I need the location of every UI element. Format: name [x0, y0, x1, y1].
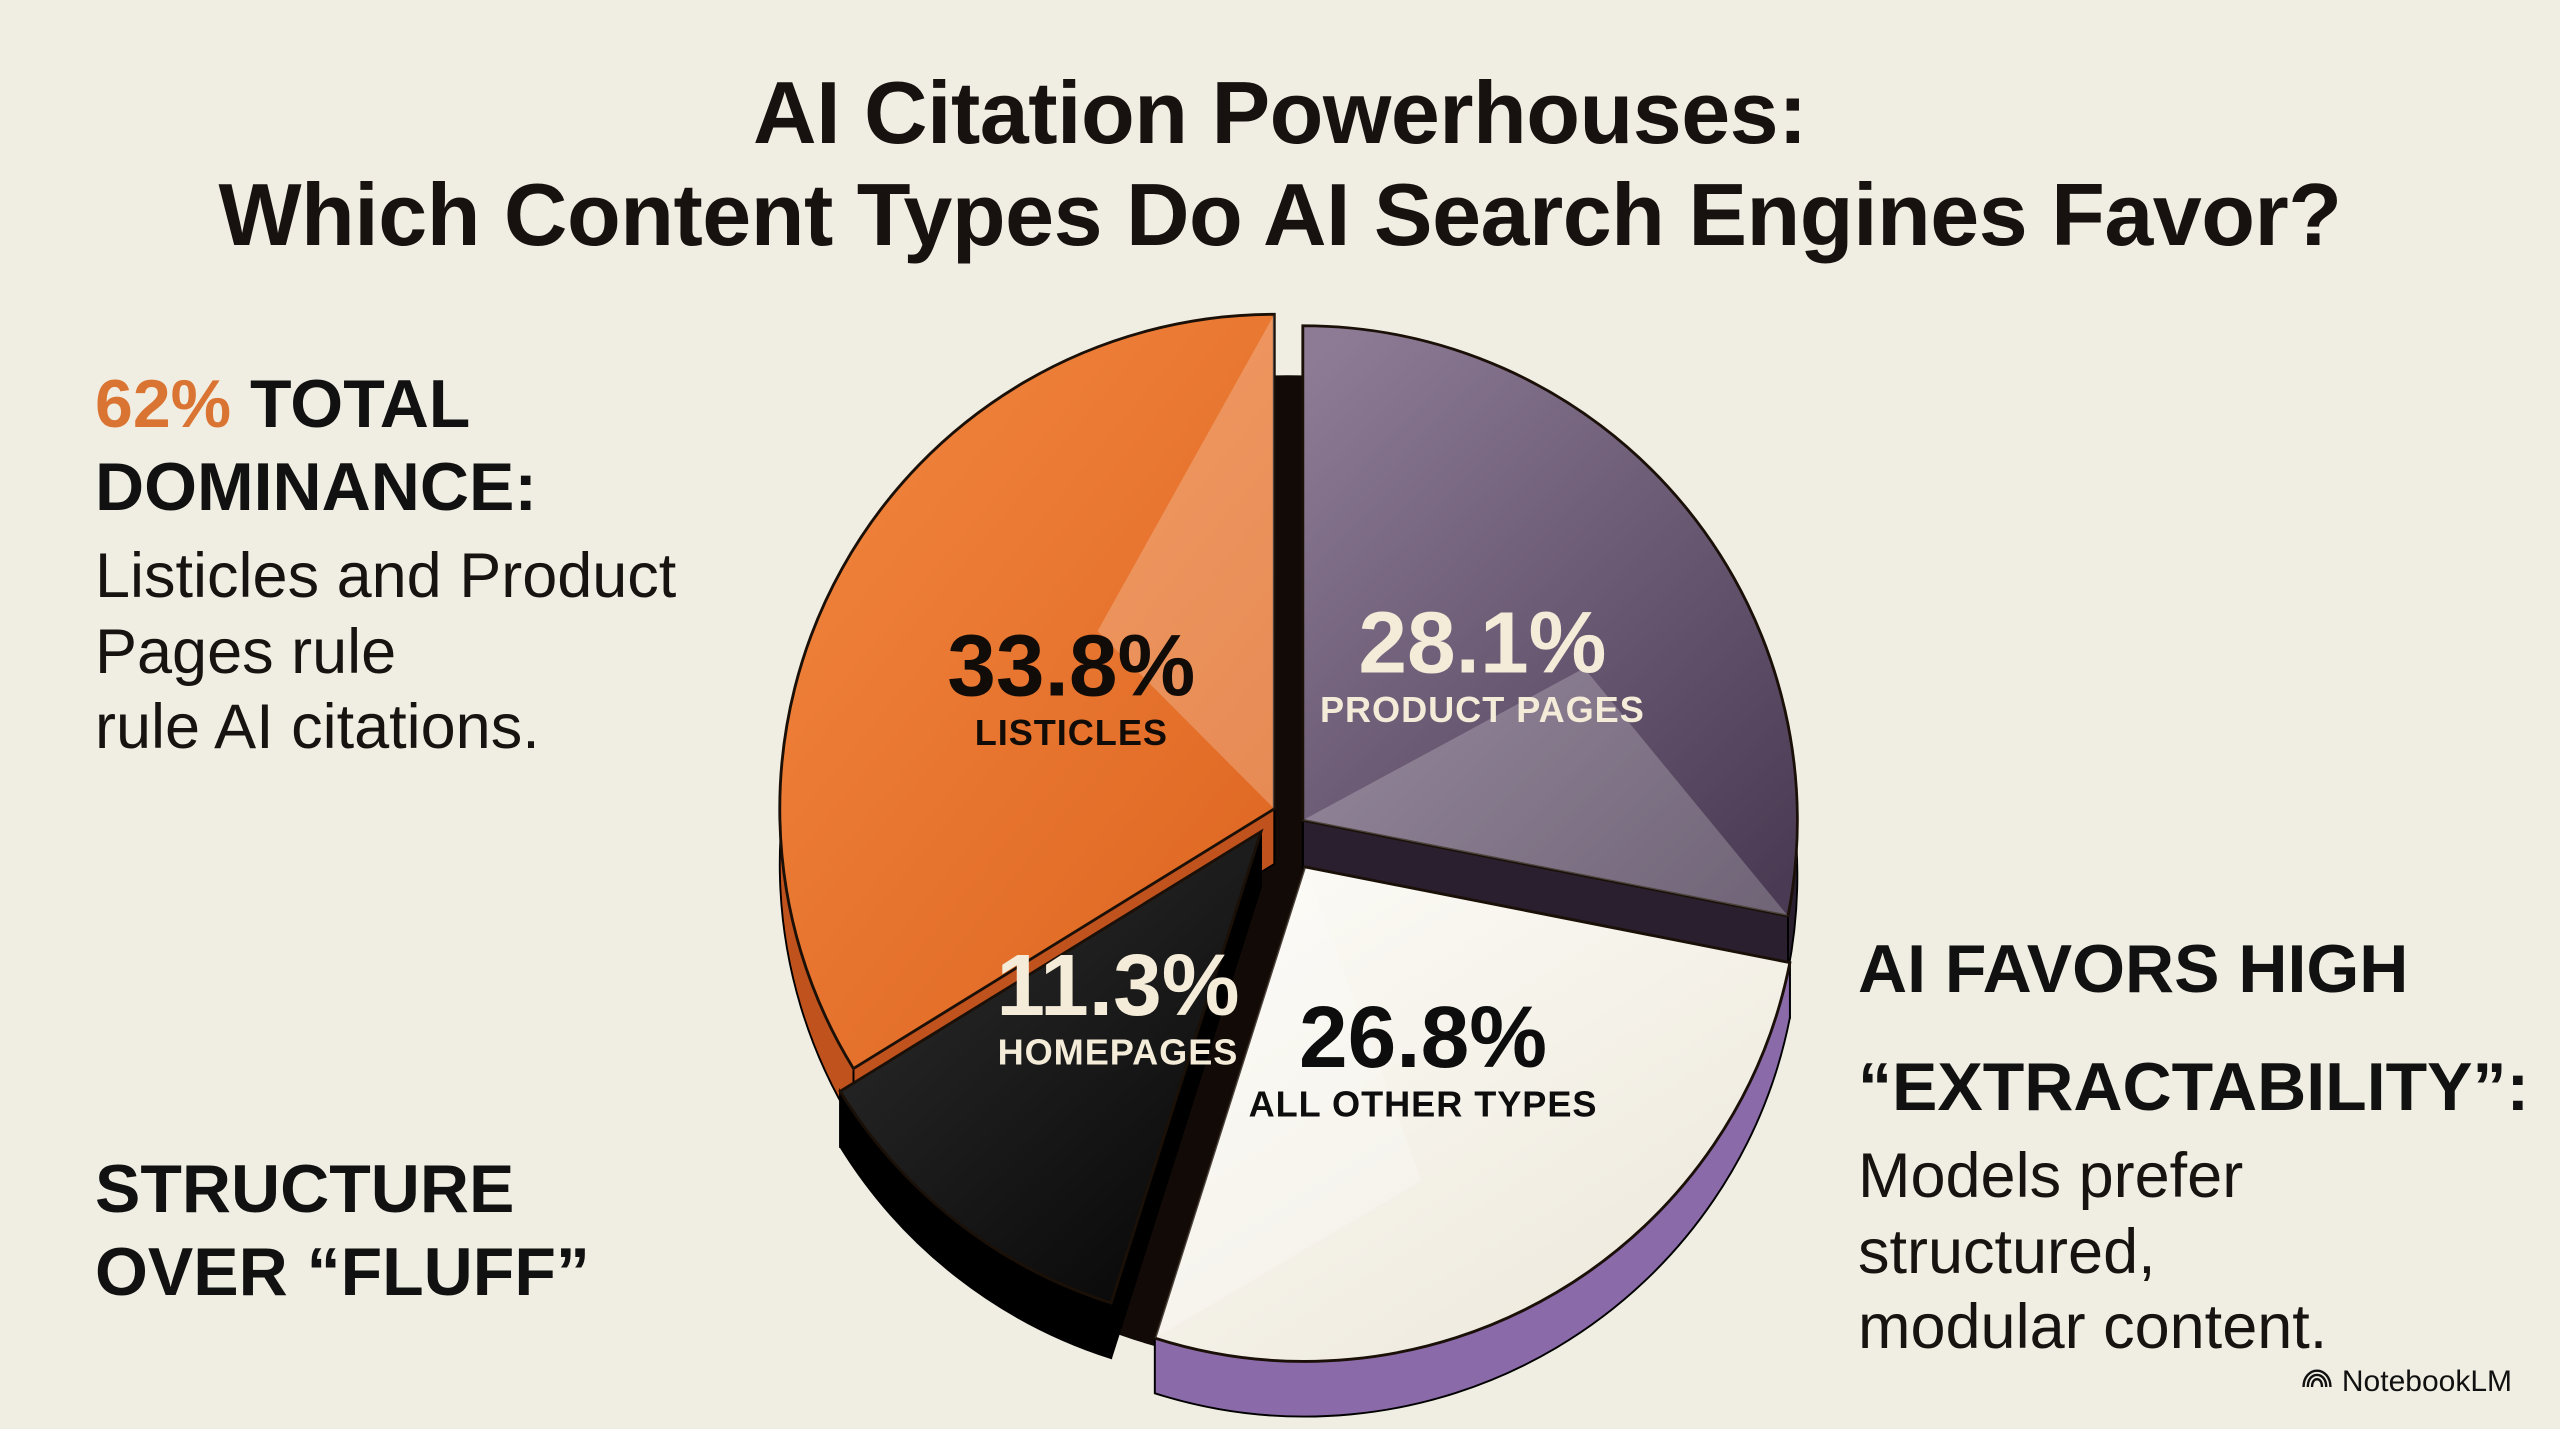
svg-text:26.8%: 26.8%: [1299, 988, 1547, 1086]
svg-text:ALL OTHER TYPES: ALL OTHER TYPES: [1249, 1083, 1598, 1124]
svg-text:28.1%: 28.1%: [1358, 594, 1606, 692]
svg-text:LISTICLES: LISTICLES: [975, 712, 1168, 753]
svg-text:11.3%: 11.3%: [996, 936, 1239, 1034]
svg-text:PRODUCT PAGES: PRODUCT PAGES: [1320, 689, 1645, 730]
svg-text:HOMEPAGES: HOMEPAGES: [998, 1031, 1239, 1072]
svg-text:33.8%: 33.8%: [947, 617, 1195, 715]
